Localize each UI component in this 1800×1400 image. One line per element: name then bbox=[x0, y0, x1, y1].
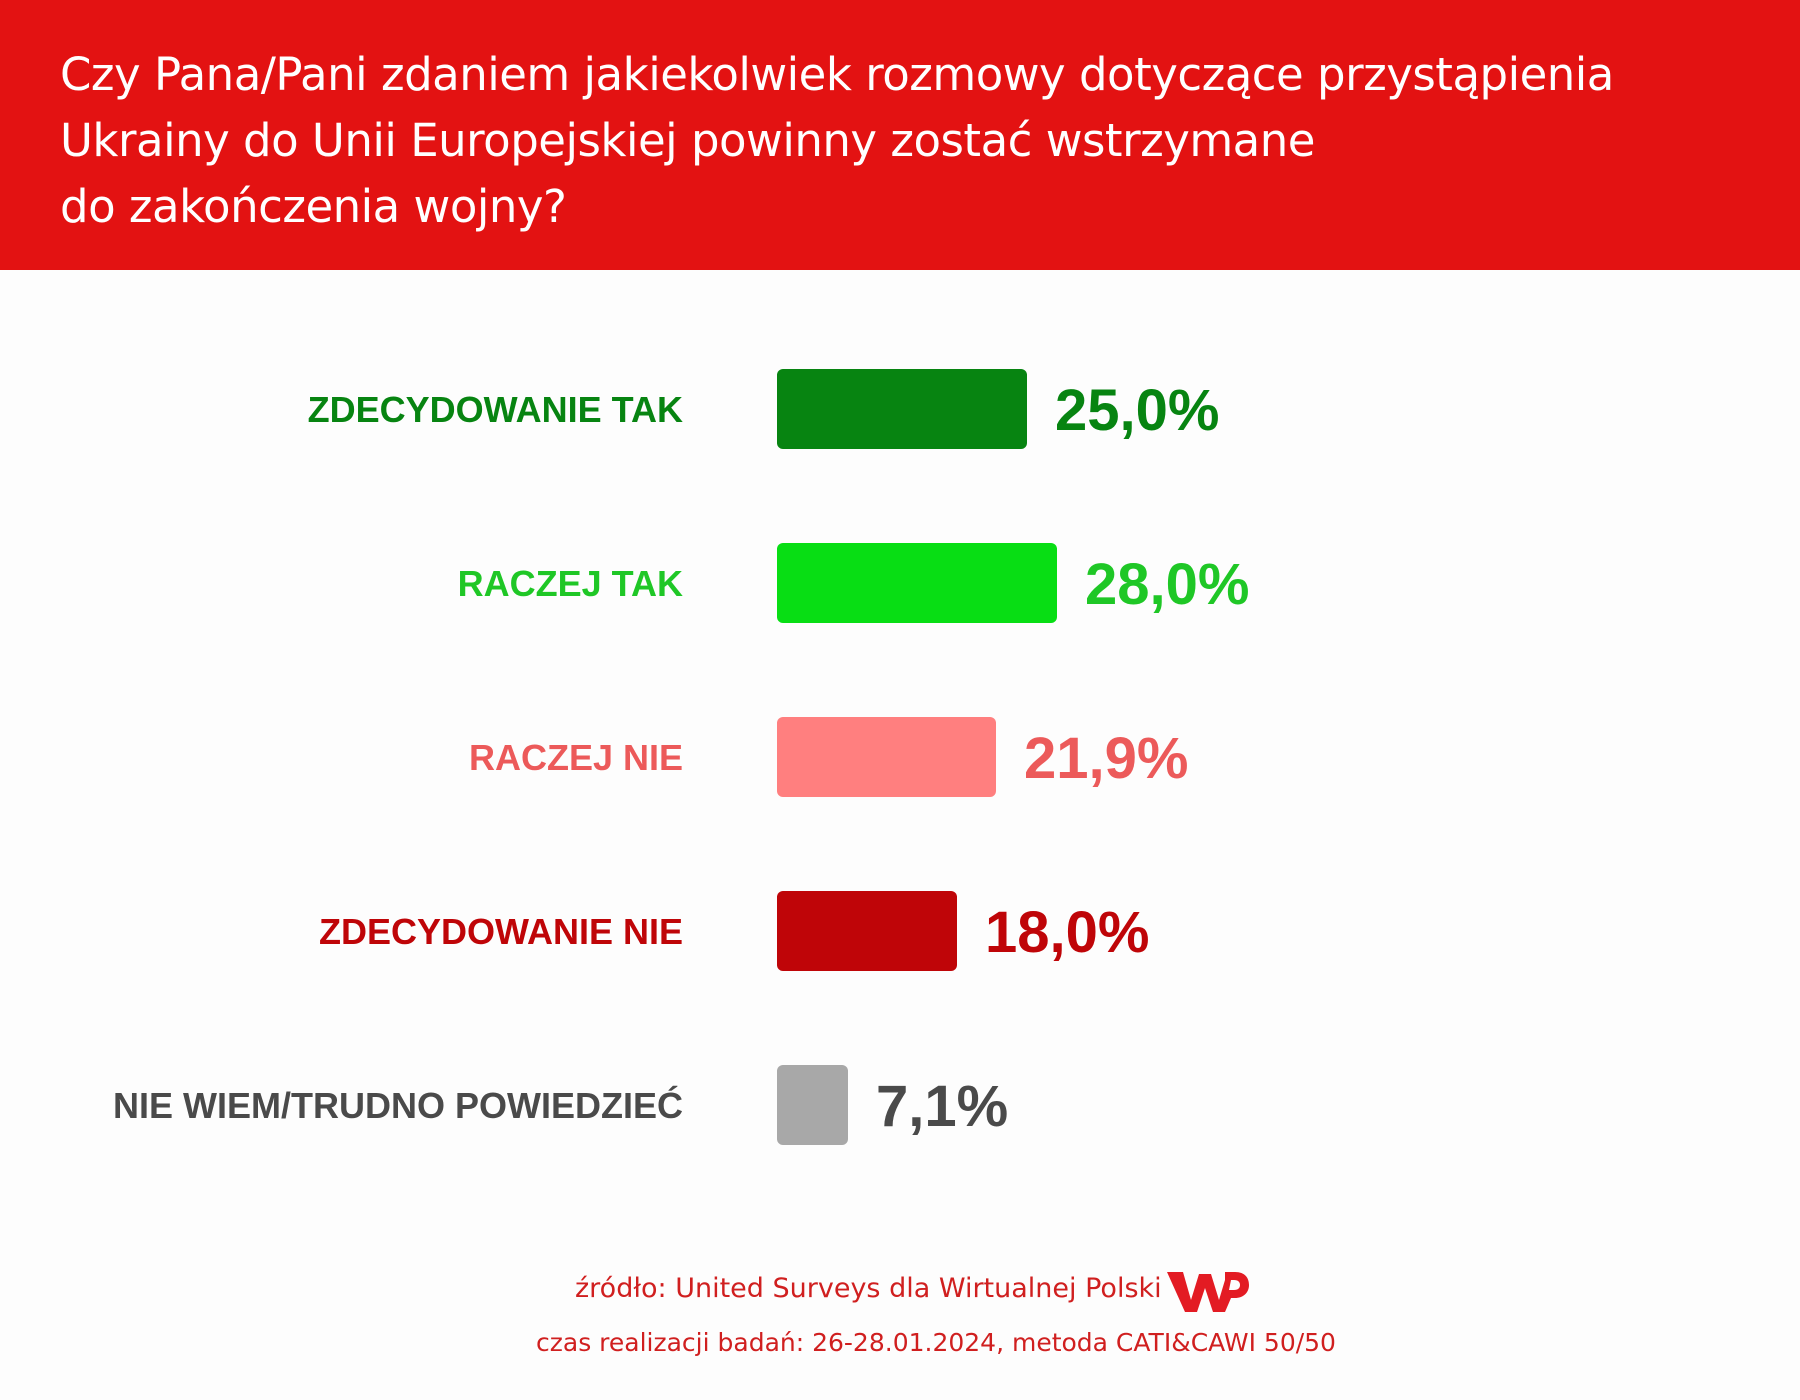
bar-chart: ZDECYDOWANIE TAK 25,0% RACZEJ TAK 28,0% RACZ… bbox=[113, 369, 1249, 1145]
value-label: 21,9% bbox=[1024, 726, 1188, 791]
wp-logo bbox=[1167, 1272, 1249, 1312]
bar bbox=[777, 1065, 848, 1145]
bar bbox=[777, 543, 1057, 623]
bar bbox=[777, 891, 957, 971]
category-label: RACZEJ TAK bbox=[458, 563, 683, 604]
bar bbox=[777, 369, 1027, 449]
header-banner: Czy Pana/Pani zdaniem jakiekolwiek rozmo… bbox=[0, 0, 1800, 270]
category-label: ZDECYDOWANIE TAK bbox=[308, 389, 683, 430]
category-label: ZDECYDOWANIE NIE bbox=[319, 911, 683, 952]
value-label: 18,0% bbox=[985, 900, 1149, 965]
category-label: NIE WIEM/TRUDNO POWIEDZIEĆ bbox=[113, 1084, 683, 1126]
value-label: 28,0% bbox=[1085, 552, 1249, 617]
source-note: źródło: United Surveys dla Wirtualnej Po… bbox=[575, 1273, 1162, 1304]
value-label: 7,1% bbox=[876, 1074, 1008, 1139]
value-label: 25,0% bbox=[1055, 378, 1219, 443]
category-label: RACZEJ NIE bbox=[469, 737, 683, 778]
chart-title: Czy Pana/Pani zdaniem jakiekolwiek rozmo… bbox=[60, 48, 1614, 233]
survey-time-note: czas realizacji badań: 26-28.01.2024, me… bbox=[536, 1328, 1336, 1357]
bar bbox=[777, 717, 996, 797]
